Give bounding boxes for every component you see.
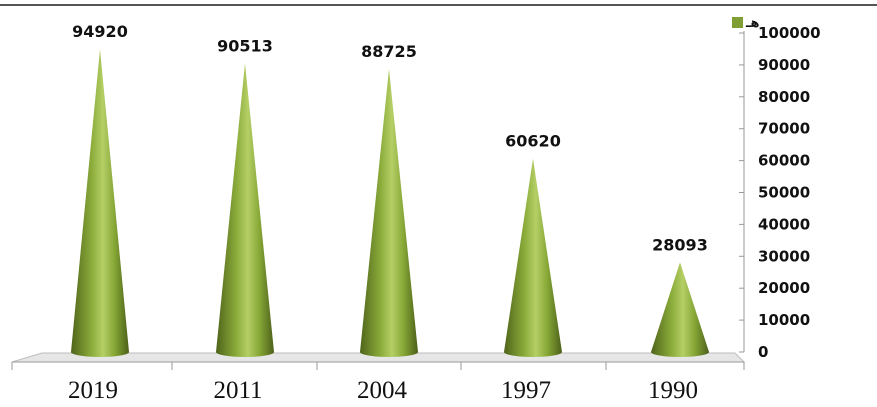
- cone-bar-1990: [651, 262, 709, 357]
- y-tick-label: 20000: [758, 279, 810, 297]
- data-label: 28093: [652, 235, 708, 254]
- data-label: 60620: [505, 132, 561, 151]
- cone-bars: [71, 49, 709, 357]
- x-tick-label: 2019: [68, 377, 118, 404]
- y-tick-label: 90000: [758, 56, 810, 74]
- cone-body: [71, 49, 129, 357]
- y-axis-ticks: 0 10000 20000 30000 40000 50000 60000 70000 8000…: [739, 24, 821, 361]
- cone-body: [504, 158, 562, 357]
- y-tick-label: 70000: [758, 120, 810, 138]
- x-tick-label: 1990: [648, 377, 698, 404]
- cone-bar-1997: [504, 158, 562, 357]
- x-tick-label: 2011: [213, 377, 262, 404]
- category-labels: 2019 2011 2004 1997 1990: [68, 377, 698, 404]
- data-label: 90513: [217, 36, 273, 55]
- y-tick-label: 10000: [758, 311, 810, 329]
- data-label: 94920: [72, 22, 128, 41]
- legend-label: هـ: [745, 16, 759, 31]
- cone-bar-2011: [216, 63, 274, 357]
- cone-bar-2004: [360, 68, 418, 357]
- cone-body: [216, 63, 274, 357]
- legend-swatch: [732, 17, 743, 28]
- cone-body: [360, 68, 418, 357]
- y-tick-label: 50000: [758, 184, 810, 202]
- x-tick-label: 1997: [501, 377, 551, 404]
- cone-body: [651, 262, 709, 357]
- legend: هـ: [732, 16, 759, 31]
- y-tick-label: 0: [758, 343, 768, 361]
- x-axis-ticks: [11, 362, 745, 370]
- y-tick-label: 80000: [758, 88, 810, 106]
- data-label: 88725: [361, 42, 417, 61]
- cone-bar-2019: [71, 49, 129, 357]
- x-tick-label: 2004: [357, 377, 408, 404]
- y-tick-label: 30000: [758, 247, 810, 265]
- y-tick-label: 60000: [758, 152, 810, 170]
- data-labels: 94920 90513 88725 60620 28093: [72, 22, 708, 254]
- y-tick-label: 100000: [758, 24, 821, 42]
- y-tick-label: 40000: [758, 215, 810, 233]
